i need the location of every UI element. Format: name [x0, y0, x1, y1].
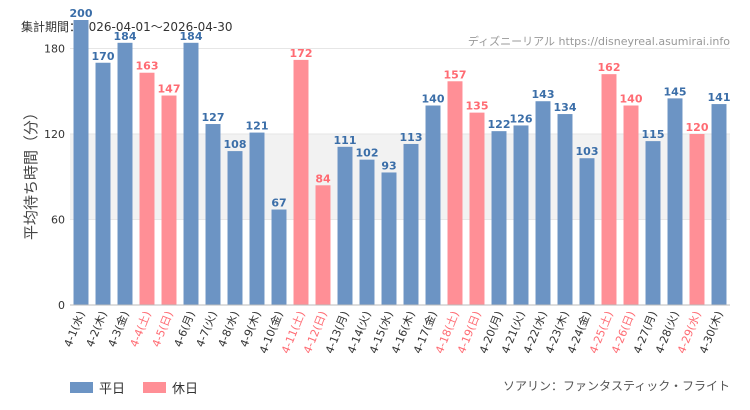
bar-value-label: 157 [444, 68, 467, 81]
bar [491, 131, 507, 305]
bar [73, 20, 89, 305]
bar-value-label: 163 [136, 60, 159, 73]
site-credit: ディズニーリアル https://disneyreal.asumirai.inf… [467, 35, 730, 48]
attraction-name: ソアリン：ファンタスティック・フライト [502, 379, 730, 393]
y-tick-label: 60 [51, 214, 65, 227]
bar [315, 185, 331, 305]
bar-value-label: 147 [158, 83, 181, 96]
legend-label-weekday: 平日 [99, 382, 126, 397]
bar [139, 72, 155, 305]
grid-band [70, 134, 730, 220]
bar-value-label: 135 [466, 100, 489, 113]
bar [403, 143, 419, 305]
y-tick-label: 180 [44, 43, 65, 56]
y-tick-label: 0 [58, 299, 65, 312]
bar-value-label: 103 [576, 145, 599, 158]
legend-label-holiday: 休日 [172, 382, 199, 397]
bar [227, 151, 243, 305]
bar-value-label: 162 [598, 61, 621, 74]
bar-value-label: 121 [246, 120, 269, 133]
bar-value-label: 111 [334, 134, 357, 147]
bar-value-label: 140 [422, 93, 445, 106]
bar [513, 125, 529, 305]
bar-value-label: 134 [554, 101, 577, 114]
bar [645, 141, 661, 305]
bar-value-label: 126 [510, 112, 533, 125]
bar-value-label: 113 [400, 131, 423, 144]
bar-value-label: 67 [271, 197, 286, 210]
bar-value-label: 170 [92, 50, 115, 63]
bar [117, 42, 133, 306]
bar-value-label: 140 [620, 93, 643, 106]
bar [623, 105, 639, 305]
bar-value-label: 84 [315, 172, 331, 185]
bar-value-label: 120 [686, 121, 709, 134]
bar-value-label: 102 [356, 147, 379, 160]
legend-swatch-holiday [143, 382, 167, 393]
y-tick-label: 120 [44, 128, 65, 141]
bar [579, 158, 595, 305]
bar [183, 42, 199, 306]
bar [293, 59, 309, 306]
legend-item-weekday[interactable]: 平日 [70, 378, 125, 397]
legend-swatch-weekday [70, 382, 93, 393]
bar-value-label: 172 [290, 47, 313, 60]
bar-value-label: 184 [114, 30, 137, 43]
bar [161, 95, 177, 306]
bar [271, 209, 287, 305]
bar [337, 146, 353, 305]
bar-value-label: 200 [70, 7, 93, 20]
bar [601, 74, 617, 306]
bar [535, 101, 551, 305]
y-axis-label: 平均待ち時間（分） [22, 105, 40, 240]
bar [711, 104, 727, 305]
bar [447, 81, 463, 306]
bar [689, 134, 705, 305]
legend: 平日 休日 [70, 378, 216, 397]
legend-item-holiday[interactable]: 休日 [143, 378, 198, 397]
bar-value-label: 143 [532, 88, 555, 101]
bar [469, 112, 485, 305]
bar [95, 62, 111, 305]
bar [205, 124, 221, 306]
bar-value-label: 184 [180, 30, 203, 43]
bar-value-label: 141 [708, 91, 731, 104]
bar [425, 105, 441, 305]
bar-value-label: 115 [642, 128, 665, 141]
bar [249, 132, 265, 305]
bar [359, 159, 375, 305]
bar-value-label: 108 [224, 138, 247, 151]
bar-value-label: 127 [202, 111, 225, 124]
bar [381, 172, 397, 305]
bar [667, 98, 683, 305]
bar [557, 114, 573, 305]
bar-value-label: 93 [381, 159, 396, 172]
bar-value-label: 145 [664, 85, 687, 98]
bar-value-label: 122 [488, 118, 511, 131]
